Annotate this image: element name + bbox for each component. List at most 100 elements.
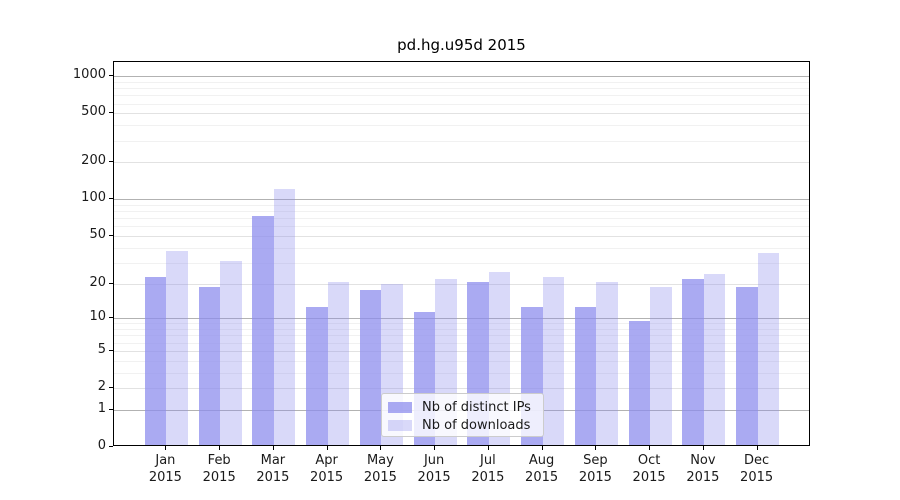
x-tick-mark xyxy=(272,446,274,450)
gridline-minor xyxy=(114,125,809,127)
y-tick-mark xyxy=(109,235,113,236)
gridline-minor xyxy=(114,342,809,344)
x-tick-mark xyxy=(595,446,597,450)
gridline-minor xyxy=(114,218,809,220)
x-tick-label: Feb 2015 xyxy=(202,453,236,485)
gridline-minor xyxy=(114,262,809,264)
x-tick-label: Oct 2015 xyxy=(632,453,666,485)
gridline-minor xyxy=(114,81,809,83)
bar-downloads xyxy=(703,274,726,445)
bar-downloads xyxy=(327,281,350,445)
gridline-minor xyxy=(114,247,809,249)
y-tick-label: 500 xyxy=(81,104,106,120)
gridline-major xyxy=(114,199,809,201)
chart-title: pd.hg.u95d 2015 xyxy=(397,36,526,54)
y-tick-label: 50 xyxy=(89,227,106,242)
legend-swatch-downloads xyxy=(388,419,412,431)
x-tick-label: Sep 2015 xyxy=(578,453,612,485)
legend-entry-downloads: Nb of downloads xyxy=(388,417,543,433)
gridline-minor xyxy=(114,211,809,213)
gridline-major xyxy=(114,76,809,78)
x-tick-mark xyxy=(649,446,651,450)
legend-entry-distinct-ips: Nb of distinct IPs xyxy=(388,399,543,415)
gridline-major xyxy=(114,318,809,320)
y-tick-label: 100 xyxy=(81,190,106,206)
x-tick-mark xyxy=(487,446,489,450)
x-tick-label: Jan 2015 xyxy=(148,453,182,485)
x-tick-mark xyxy=(326,446,328,450)
bar-downloads xyxy=(596,281,618,445)
y-tick-mark xyxy=(109,349,113,351)
x-tick-mark xyxy=(702,446,704,450)
y-tick-label: 200 xyxy=(81,153,106,169)
x-tick-label: Apr 2015 xyxy=(310,453,344,485)
x-tick-mark xyxy=(219,446,221,450)
legend: Nb of distinct IPs Nb of downloads xyxy=(381,393,544,437)
bar-distinct-ips xyxy=(198,287,221,445)
x-tick-label: Jul 2015 xyxy=(471,453,505,485)
x-tick-mark xyxy=(756,446,758,450)
gridline-minor xyxy=(114,335,809,337)
x-tick-label: May 2015 xyxy=(363,453,397,485)
bar-downloads xyxy=(273,189,296,445)
y-tick-mark xyxy=(109,408,113,410)
gridline xyxy=(114,162,809,164)
x-tick-label: Jun 2015 xyxy=(417,453,451,485)
y-tick-label: 10 xyxy=(89,309,106,325)
gridline-minor xyxy=(114,88,809,90)
y-tick-label: 20 xyxy=(89,274,106,290)
gridline-minor xyxy=(114,140,809,142)
x-tick-label: Aug 2015 xyxy=(525,453,559,485)
gridline-minor xyxy=(114,226,809,228)
gridline-minor xyxy=(114,329,809,331)
bar-downloads xyxy=(220,260,242,445)
legend-label-distinct-ips: Nb of distinct IPs xyxy=(422,399,531,415)
bar-distinct-ips xyxy=(359,289,382,445)
x-tick-mark xyxy=(380,446,382,450)
gridline-minor xyxy=(114,372,809,374)
y-tick-mark xyxy=(109,198,113,200)
bar-downloads xyxy=(757,252,780,445)
gridline xyxy=(114,350,809,352)
gridline xyxy=(114,235,809,237)
y-tick-label: 1000 xyxy=(72,67,106,83)
bar-distinct-ips xyxy=(144,276,167,445)
bar-distinct-ips xyxy=(628,321,651,445)
y-tick-label: 0 xyxy=(97,438,106,453)
bar-downloads xyxy=(166,251,188,445)
y-tick-label: 1 xyxy=(97,400,106,416)
x-tick-mark xyxy=(165,446,167,450)
y-tick-mark xyxy=(109,112,113,114)
gridline-minor xyxy=(114,323,809,325)
gridline xyxy=(114,113,809,115)
bar-distinct-ips xyxy=(736,287,758,445)
bar-distinct-ips xyxy=(574,307,597,445)
x-tick-mark xyxy=(434,446,436,450)
bar-distinct-ips xyxy=(306,307,328,445)
bar-downloads xyxy=(542,276,565,445)
bar-downloads xyxy=(650,287,672,445)
gridline-minor xyxy=(114,95,809,97)
gridline-minor xyxy=(114,360,809,362)
x-tick-mark xyxy=(541,446,543,450)
y-tick-label: 2 xyxy=(97,379,106,394)
y-tick-mark xyxy=(109,282,113,284)
gridline xyxy=(114,283,809,285)
y-tick-mark xyxy=(109,317,113,319)
y-tick-label: 5 xyxy=(97,341,106,357)
bar-distinct-ips xyxy=(252,216,274,445)
legend-swatch-distinct-ips xyxy=(388,401,412,413)
x-tick-label: Dec 2015 xyxy=(740,453,774,485)
y-tick-mark xyxy=(109,161,113,163)
bar-distinct-ips xyxy=(682,279,704,445)
y-tick-mark xyxy=(109,446,113,447)
gridline-minor xyxy=(114,103,809,105)
legend-label-downloads: Nb of downloads xyxy=(422,417,531,433)
x-tick-label: Mar 2015 xyxy=(256,453,290,485)
y-tick-mark xyxy=(109,75,113,77)
gridline-minor xyxy=(114,204,809,206)
x-tick-label: Nov 2015 xyxy=(686,453,720,485)
plot-area xyxy=(113,61,810,446)
y-tick-mark xyxy=(109,387,113,388)
